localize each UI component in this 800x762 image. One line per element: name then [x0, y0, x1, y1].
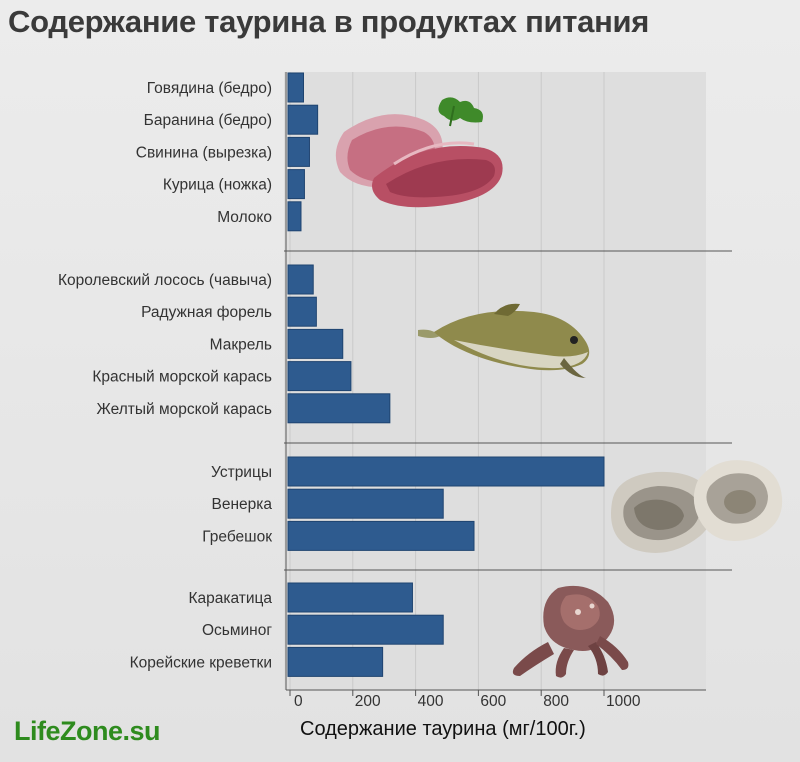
bar	[287, 264, 314, 295]
bar	[287, 136, 310, 167]
category-label: Желтый морской карась	[97, 401, 272, 418]
x-tick-label: 200	[355, 693, 381, 710]
bar	[287, 614, 444, 645]
bar	[287, 169, 305, 200]
bar	[287, 201, 302, 232]
oysters-illustration	[611, 460, 783, 553]
meat-illustration	[335, 97, 503, 208]
x-tick-label: 400	[418, 693, 444, 710]
bar	[287, 582, 413, 613]
category-label: Баранина (бедро)	[144, 112, 272, 129]
category-label: Свинина (вырезка)	[136, 144, 272, 161]
category-label: Курица (ножка)	[163, 177, 272, 194]
bar	[287, 393, 391, 424]
category-label: Каракатица	[188, 590, 272, 607]
bar	[287, 296, 317, 327]
x-axis-label: Содержание таурина (мг/100г.)	[300, 718, 586, 740]
category-label: Королевский лосось (чавыча)	[58, 272, 272, 289]
bar	[287, 72, 305, 103]
category-label: Молоко	[217, 209, 272, 226]
octopus-illustration	[512, 585, 629, 678]
bar	[287, 520, 475, 551]
category-label: Осьминог	[202, 622, 272, 639]
bar	[287, 456, 605, 487]
category-label: Макрель	[210, 336, 272, 353]
fish-illustration	[418, 303, 590, 378]
bar	[287, 328, 344, 359]
chart-title: Содержание таурина в продуктах питания	[8, 4, 650, 39]
x-tick-label: 1000	[606, 693, 641, 710]
category-label: Красный морской карась	[92, 369, 272, 386]
x-tick-label: 0	[294, 693, 303, 710]
x-tick-label: 800	[543, 693, 569, 710]
x-tick-label: 600	[480, 693, 506, 710]
bar	[287, 646, 384, 677]
category-label: Корейские креветки	[130, 654, 272, 671]
category-label: Говядина (бедро)	[147, 80, 272, 97]
category-label: Устрицы	[211, 464, 272, 481]
category-label: Радужная форель	[141, 304, 272, 321]
bar	[287, 361, 352, 392]
site-logo: LifeZone.su	[14, 716, 161, 746]
category-label: Гребешок	[202, 528, 272, 545]
bar	[287, 488, 444, 519]
category-label: Венерка	[211, 496, 272, 513]
bar	[287, 104, 319, 135]
